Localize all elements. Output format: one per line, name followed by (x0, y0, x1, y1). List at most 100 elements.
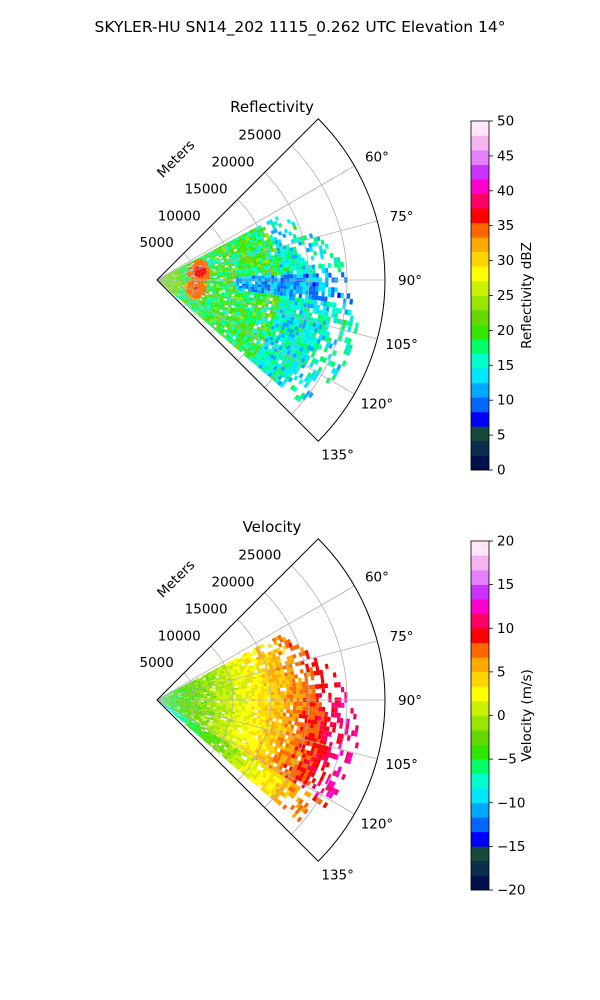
radar-gate (312, 688, 316, 694)
radar-gate (302, 269, 306, 274)
radar-gate (252, 327, 257, 332)
radar-gate (284, 672, 288, 677)
radar-gate (272, 749, 277, 755)
radar-gate (245, 286, 249, 289)
radar-gate (253, 261, 257, 265)
radar-gate (270, 271, 275, 276)
radar-gate (161, 276, 165, 278)
radar-gate (246, 257, 250, 261)
radar-gate (178, 703, 182, 705)
radar-gate (206, 690, 210, 693)
radar-gate (235, 721, 240, 725)
radar-gate (175, 701, 179, 703)
radar-gate (236, 239, 241, 243)
radar-gate (196, 260, 201, 263)
radar-gate (178, 702, 182, 704)
radar-gate (184, 273, 188, 275)
radar-gate (267, 658, 272, 663)
radar-gate (193, 308, 197, 312)
radar-gate (312, 268, 316, 274)
radar-gate (244, 688, 249, 692)
radar-gate (235, 289, 239, 293)
radar-gate (193, 680, 197, 683)
radar-gate (313, 747, 319, 754)
radar-gate (258, 342, 263, 347)
radar-gate (264, 743, 269, 748)
radar-gate (208, 266, 213, 269)
radar-gate (203, 717, 208, 720)
radar-gate (260, 764, 266, 769)
radar-gate (218, 302, 223, 306)
radar-gate (269, 682, 274, 686)
radar-gate (236, 323, 241, 327)
radar-gate (179, 709, 183, 711)
radar-gate (315, 273, 319, 278)
radar-gate (200, 281, 204, 284)
radar-gate (197, 681, 201, 684)
radar-gate (350, 708, 354, 714)
radar-gate (308, 684, 313, 690)
radar-gate (324, 325, 329, 332)
radar-gate (253, 738, 258, 743)
radar-gate (204, 261, 208, 265)
radar-gate (170, 291, 174, 294)
radar-gate (167, 704, 171, 707)
radar-gate (180, 719, 184, 723)
radar-gate (327, 360, 333, 367)
radar-gate (269, 245, 274, 250)
radar-gate (296, 274, 300, 279)
radar-gate (254, 272, 259, 276)
radar-gate (219, 693, 223, 696)
radar-gate (304, 324, 309, 331)
radar-gate (256, 678, 260, 682)
radar-gate (272, 664, 277, 669)
radar-gate (189, 267, 193, 270)
radar-gate (206, 677, 210, 681)
radar-gate (232, 658, 237, 663)
radar-gate (215, 289, 220, 292)
radar-gate (277, 302, 282, 307)
radar-gate (164, 704, 167, 707)
radar-gate (230, 727, 235, 731)
radar-gate (243, 716, 248, 720)
radar-gate (215, 301, 220, 305)
radar-gate (241, 686, 245, 690)
radar-gate (301, 342, 306, 348)
radar-gate (310, 719, 315, 725)
radar-gate (258, 762, 263, 767)
radar-gate (264, 338, 269, 343)
radar-gate (250, 291, 255, 295)
radar-gate (289, 646, 295, 652)
colorbar-segment (471, 599, 489, 615)
radar-gate (176, 690, 181, 693)
radar-gate (307, 719, 312, 724)
radar-gate (285, 743, 290, 748)
radar-gate (165, 280, 169, 282)
radar-gate (269, 294, 274, 298)
radar-gate (238, 254, 243, 258)
azimuth-tick-label: 75° (390, 209, 414, 225)
radar-gate (253, 309, 257, 313)
radar-gate (198, 727, 202, 731)
radar-gate (271, 757, 277, 763)
radar-gate (262, 719, 266, 723)
radar-gate (313, 670, 317, 676)
radar-gate (288, 642, 293, 648)
radar-gate (232, 238, 237, 243)
radar-gate (169, 707, 173, 710)
radar-gate (239, 259, 244, 263)
radar-gate (237, 669, 241, 674)
azimuth-tick-label: 120° (361, 817, 394, 833)
radar-gate (241, 288, 245, 292)
colorbar-segment (471, 208, 489, 224)
radar-gate (240, 736, 245, 740)
radar-gate (286, 770, 292, 776)
radar-gate (276, 320, 281, 325)
radar-gate (256, 666, 260, 670)
radar-gate (229, 692, 233, 695)
radar-gate (231, 732, 236, 736)
colorbar-segment (471, 179, 489, 195)
radar-gate (257, 668, 261, 673)
radar-gate (233, 260, 238, 264)
radar-gate (303, 329, 308, 335)
